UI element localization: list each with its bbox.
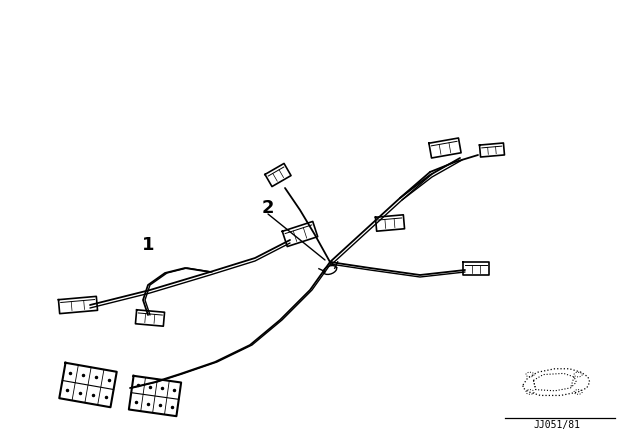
Text: JJ051/81: JJ051/81 <box>534 420 580 430</box>
Text: 1: 1 <box>141 236 154 254</box>
Text: 2: 2 <box>262 199 275 217</box>
